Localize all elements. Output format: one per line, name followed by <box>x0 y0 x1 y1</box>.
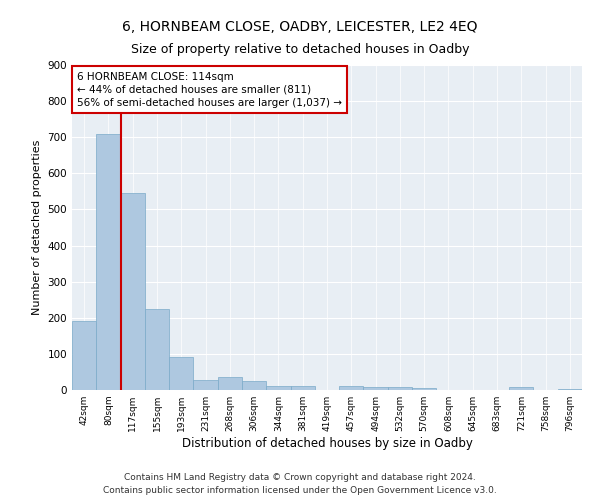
Bar <box>266 386 290 390</box>
Bar <box>145 308 169 390</box>
Bar <box>242 381 266 390</box>
Bar <box>509 387 533 390</box>
Bar <box>121 193 145 390</box>
Text: 6, HORNBEAM CLOSE, OADBY, LEICESTER, LE2 4EQ: 6, HORNBEAM CLOSE, OADBY, LEICESTER, LE2… <box>122 20 478 34</box>
Bar <box>388 388 412 390</box>
Bar <box>339 386 364 390</box>
Bar <box>193 380 218 390</box>
Text: Size of property relative to detached houses in Oadby: Size of property relative to detached ho… <box>131 42 469 56</box>
Y-axis label: Number of detached properties: Number of detached properties <box>32 140 42 315</box>
Bar <box>412 388 436 390</box>
Bar <box>169 357 193 390</box>
Text: Contains HM Land Registry data © Crown copyright and database right 2024.
Contai: Contains HM Land Registry data © Crown c… <box>103 474 497 495</box>
Text: 6 HORNBEAM CLOSE: 114sqm
← 44% of detached houses are smaller (811)
56% of semi-: 6 HORNBEAM CLOSE: 114sqm ← 44% of detach… <box>77 72 342 108</box>
X-axis label: Distribution of detached houses by size in Oadby: Distribution of detached houses by size … <box>182 437 472 450</box>
Bar <box>364 387 388 390</box>
Bar <box>72 322 96 390</box>
Bar <box>96 134 121 390</box>
Bar <box>218 376 242 390</box>
Bar <box>290 386 315 390</box>
